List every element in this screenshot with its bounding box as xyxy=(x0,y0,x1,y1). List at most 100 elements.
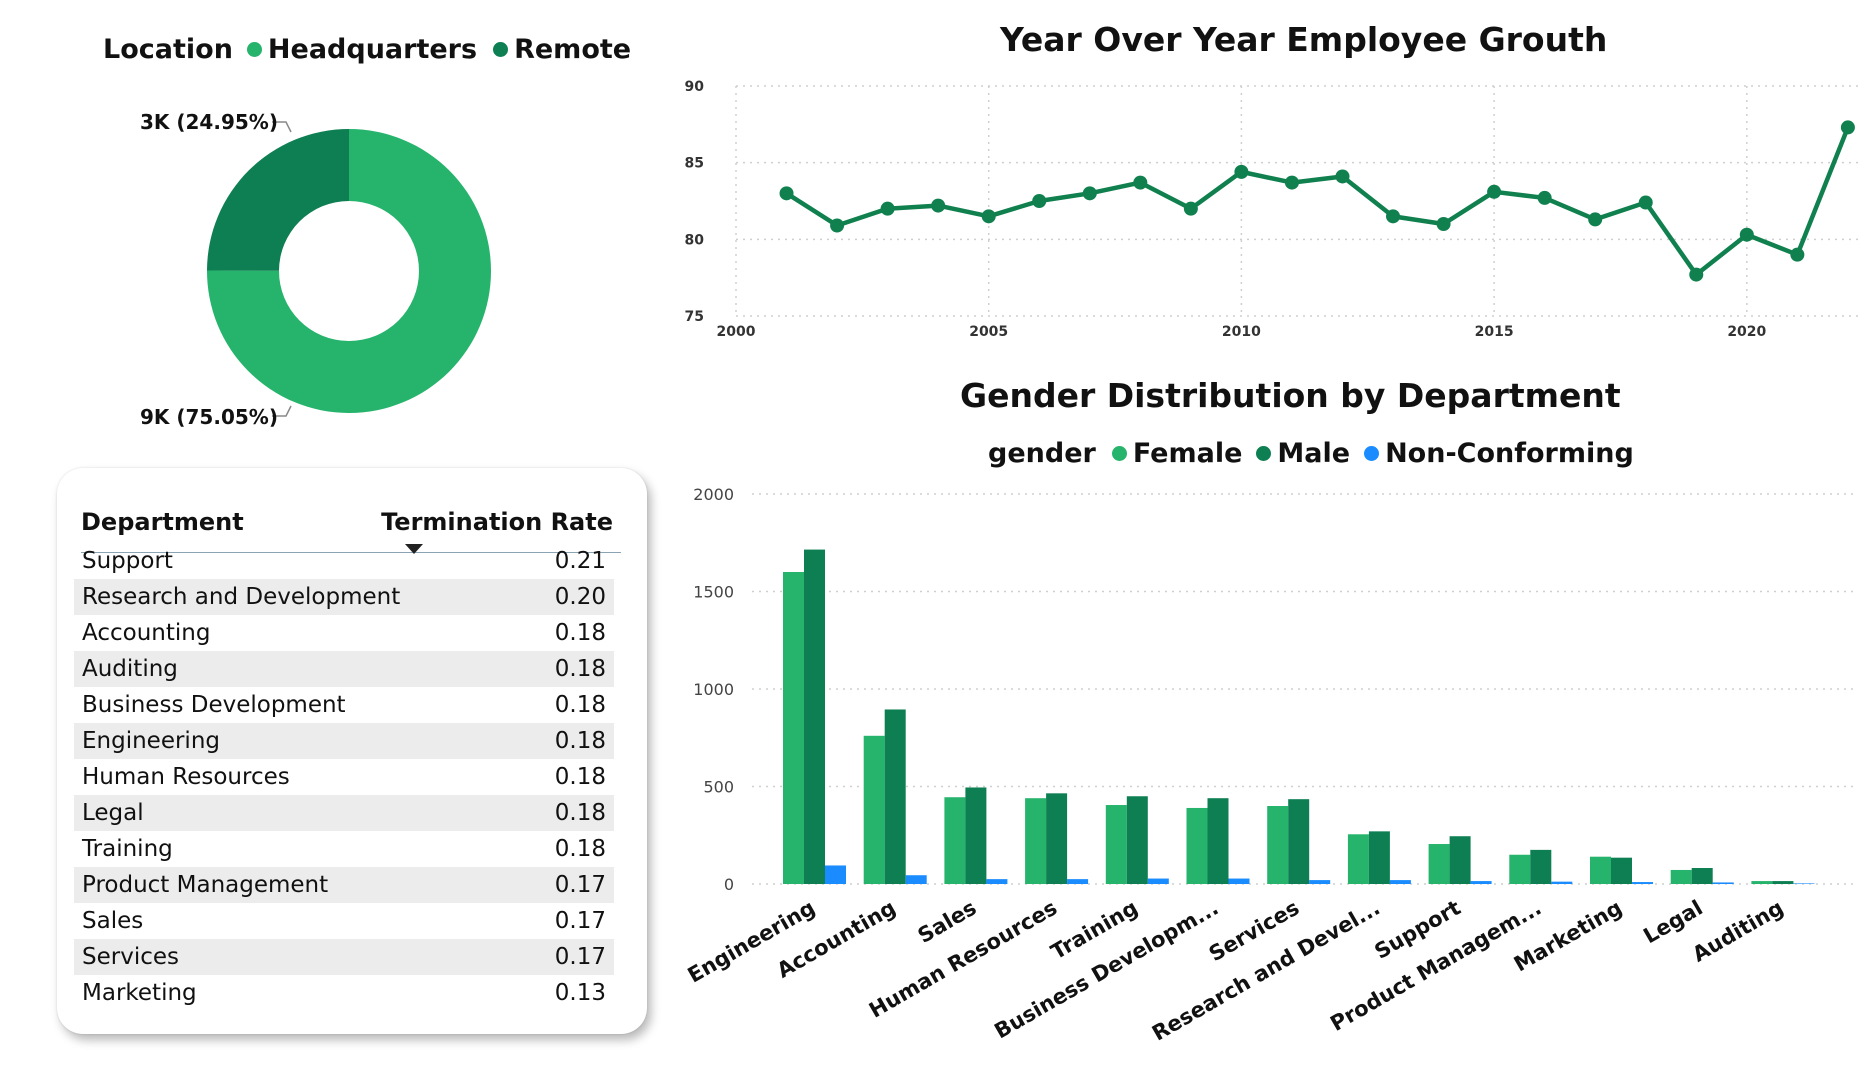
cell-department: Human Resources xyxy=(82,764,290,790)
legend-item-male[interactable]: Male xyxy=(1256,438,1350,469)
male-bar[interactable] xyxy=(1691,868,1713,884)
data-point[interactable] xyxy=(1739,227,1754,242)
sort-descending-icon[interactable] xyxy=(405,544,423,554)
data-point[interactable] xyxy=(1840,120,1855,135)
legend-item-headquarters[interactable]: Headquarters xyxy=(246,34,477,65)
gender-legend-title: gender xyxy=(988,438,1096,469)
female-bar[interactable] xyxy=(1590,856,1611,884)
x-tick-label: 2020 xyxy=(1727,324,1766,340)
female-bar[interactable] xyxy=(1267,806,1289,884)
female-bar[interactable] xyxy=(1670,869,1692,884)
y-tick-label: 75 xyxy=(685,309,704,325)
female-bar[interactable] xyxy=(1186,807,1208,884)
non-conforming-bar[interactable] xyxy=(1712,882,1734,884)
y-tick-label: 1000 xyxy=(693,680,734,699)
x-tick-label: 2000 xyxy=(717,324,756,340)
male-bar[interactable] xyxy=(1207,798,1229,884)
data-point[interactable] xyxy=(1386,209,1401,224)
male-bar[interactable] xyxy=(884,709,906,884)
non-conforming-bar[interactable] xyxy=(1228,878,1250,884)
table-row[interactable]: Engineering 0.18 xyxy=(74,723,614,759)
table-row[interactable]: Support 0.21 xyxy=(74,543,614,579)
female-bar[interactable] xyxy=(863,735,885,884)
data-point[interactable] xyxy=(1689,267,1704,282)
male-bar[interactable] xyxy=(965,787,987,884)
headquarters-slice[interactable] xyxy=(207,129,491,413)
data-point[interactable] xyxy=(1032,194,1047,208)
female-legend-dot xyxy=(1111,446,1127,461)
male-bar[interactable] xyxy=(1772,881,1794,884)
cell-termination-rate: 0.17 xyxy=(554,944,606,970)
employee-growth-line-chart: 75 80 85 90 2000 2005 2010 2015 2020 xyxy=(685,79,1858,340)
non-conforming-bar[interactable] xyxy=(905,875,927,884)
cell-department: Services xyxy=(82,944,179,970)
table-row[interactable]: Legal 0.18 xyxy=(74,795,614,831)
non-conforming-bar[interactable] xyxy=(1551,881,1573,884)
data-point[interactable] xyxy=(1133,175,1148,190)
non-conforming-bar[interactable] xyxy=(1470,881,1492,884)
male-bar[interactable] xyxy=(1611,857,1632,884)
remote-leader-line xyxy=(272,121,292,133)
table-row[interactable]: Auditing 0.18 xyxy=(74,651,614,687)
legend-item-female[interactable]: Female xyxy=(1111,438,1242,469)
female-bar[interactable] xyxy=(1428,844,1450,884)
female-bar[interactable] xyxy=(1105,805,1127,884)
data-point[interactable] xyxy=(1487,184,1502,199)
male-bar[interactable] xyxy=(1449,836,1471,884)
data-point[interactable] xyxy=(1638,195,1653,210)
table-row[interactable]: Research and Development 0.20 xyxy=(74,579,614,615)
table-row[interactable]: Marketing 0.13 xyxy=(74,975,614,1011)
data-point[interactable] xyxy=(1234,164,1249,179)
female-bar[interactable] xyxy=(783,572,804,884)
data-point[interactable] xyxy=(779,186,794,201)
data-point[interactable] xyxy=(981,209,996,224)
data-point[interactable] xyxy=(1284,175,1299,190)
non-conforming-bar[interactable] xyxy=(825,865,846,884)
header-department[interactable]: Department xyxy=(81,508,244,536)
table-row[interactable]: Human Resources 0.18 xyxy=(74,759,614,795)
non-conforming-bar[interactable] xyxy=(1309,880,1331,884)
data-point[interactable] xyxy=(1082,186,1097,201)
header-termination-rate[interactable]: Termination Rate xyxy=(381,508,613,536)
female-bar[interactable] xyxy=(1751,881,1773,884)
remote-slice[interactable] xyxy=(207,129,349,271)
legend-item-remote[interactable]: Remote xyxy=(493,34,631,65)
data-point[interactable] xyxy=(931,198,946,213)
male-bar[interactable] xyxy=(1126,796,1148,884)
cell-department: Research and Development xyxy=(82,584,401,610)
female-bar[interactable] xyxy=(944,797,966,884)
table-row[interactable]: Services 0.17 xyxy=(74,939,614,975)
female-bar[interactable] xyxy=(1025,798,1047,884)
non-conforming-bar[interactable] xyxy=(986,879,1008,884)
data-point[interactable] xyxy=(880,201,895,216)
data-point[interactable] xyxy=(1790,247,1805,262)
data-point[interactable] xyxy=(1588,212,1603,227)
non-conforming-bar[interactable] xyxy=(1147,878,1169,884)
non-conforming-bar[interactable] xyxy=(1793,883,1815,884)
table-row[interactable]: Training 0.18 xyxy=(74,831,614,867)
legend-label-male: Male xyxy=(1277,438,1351,469)
non-conforming-bar[interactable] xyxy=(1389,880,1411,884)
female-bar[interactable] xyxy=(1509,854,1531,884)
cell-department: Business Development xyxy=(82,692,346,718)
male-bar[interactable] xyxy=(1046,793,1068,884)
table-row[interactable]: Product Management 0.17 xyxy=(74,867,614,903)
data-point[interactable] xyxy=(1537,190,1552,205)
male-bar[interactable] xyxy=(1530,849,1552,884)
male-bar[interactable] xyxy=(1368,831,1390,884)
data-point[interactable] xyxy=(1183,201,1198,216)
table-row[interactable]: Business Development 0.18 xyxy=(74,687,614,723)
data-point[interactable] xyxy=(1436,217,1451,231)
data-point[interactable] xyxy=(1335,169,1350,184)
table-row[interactable]: Accounting 0.18 xyxy=(74,615,614,651)
remote-legend-dot xyxy=(493,42,509,57)
table-row[interactable]: Sales 0.17 xyxy=(74,903,614,939)
male-bar[interactable] xyxy=(804,549,825,884)
non-conforming-bar[interactable] xyxy=(1632,882,1653,884)
non-conforming-bar[interactable] xyxy=(1067,879,1089,884)
male-bar[interactable] xyxy=(1288,799,1310,884)
legend-item-non-conforming[interactable]: Non-Conforming xyxy=(1364,438,1634,469)
female-bar[interactable] xyxy=(1347,834,1369,884)
table-header: Department Termination Rate xyxy=(81,488,621,554)
data-point[interactable] xyxy=(830,218,845,233)
